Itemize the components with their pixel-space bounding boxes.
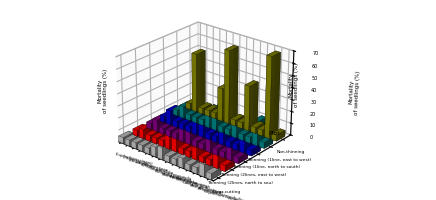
Text: Mortality
of seedlings (%): Mortality of seedlings (%) <box>97 68 108 112</box>
Text: Plot: Plot <box>268 131 280 136</box>
Text: Mortality
of seedlings (%): Mortality of seedlings (%) <box>288 63 299 107</box>
